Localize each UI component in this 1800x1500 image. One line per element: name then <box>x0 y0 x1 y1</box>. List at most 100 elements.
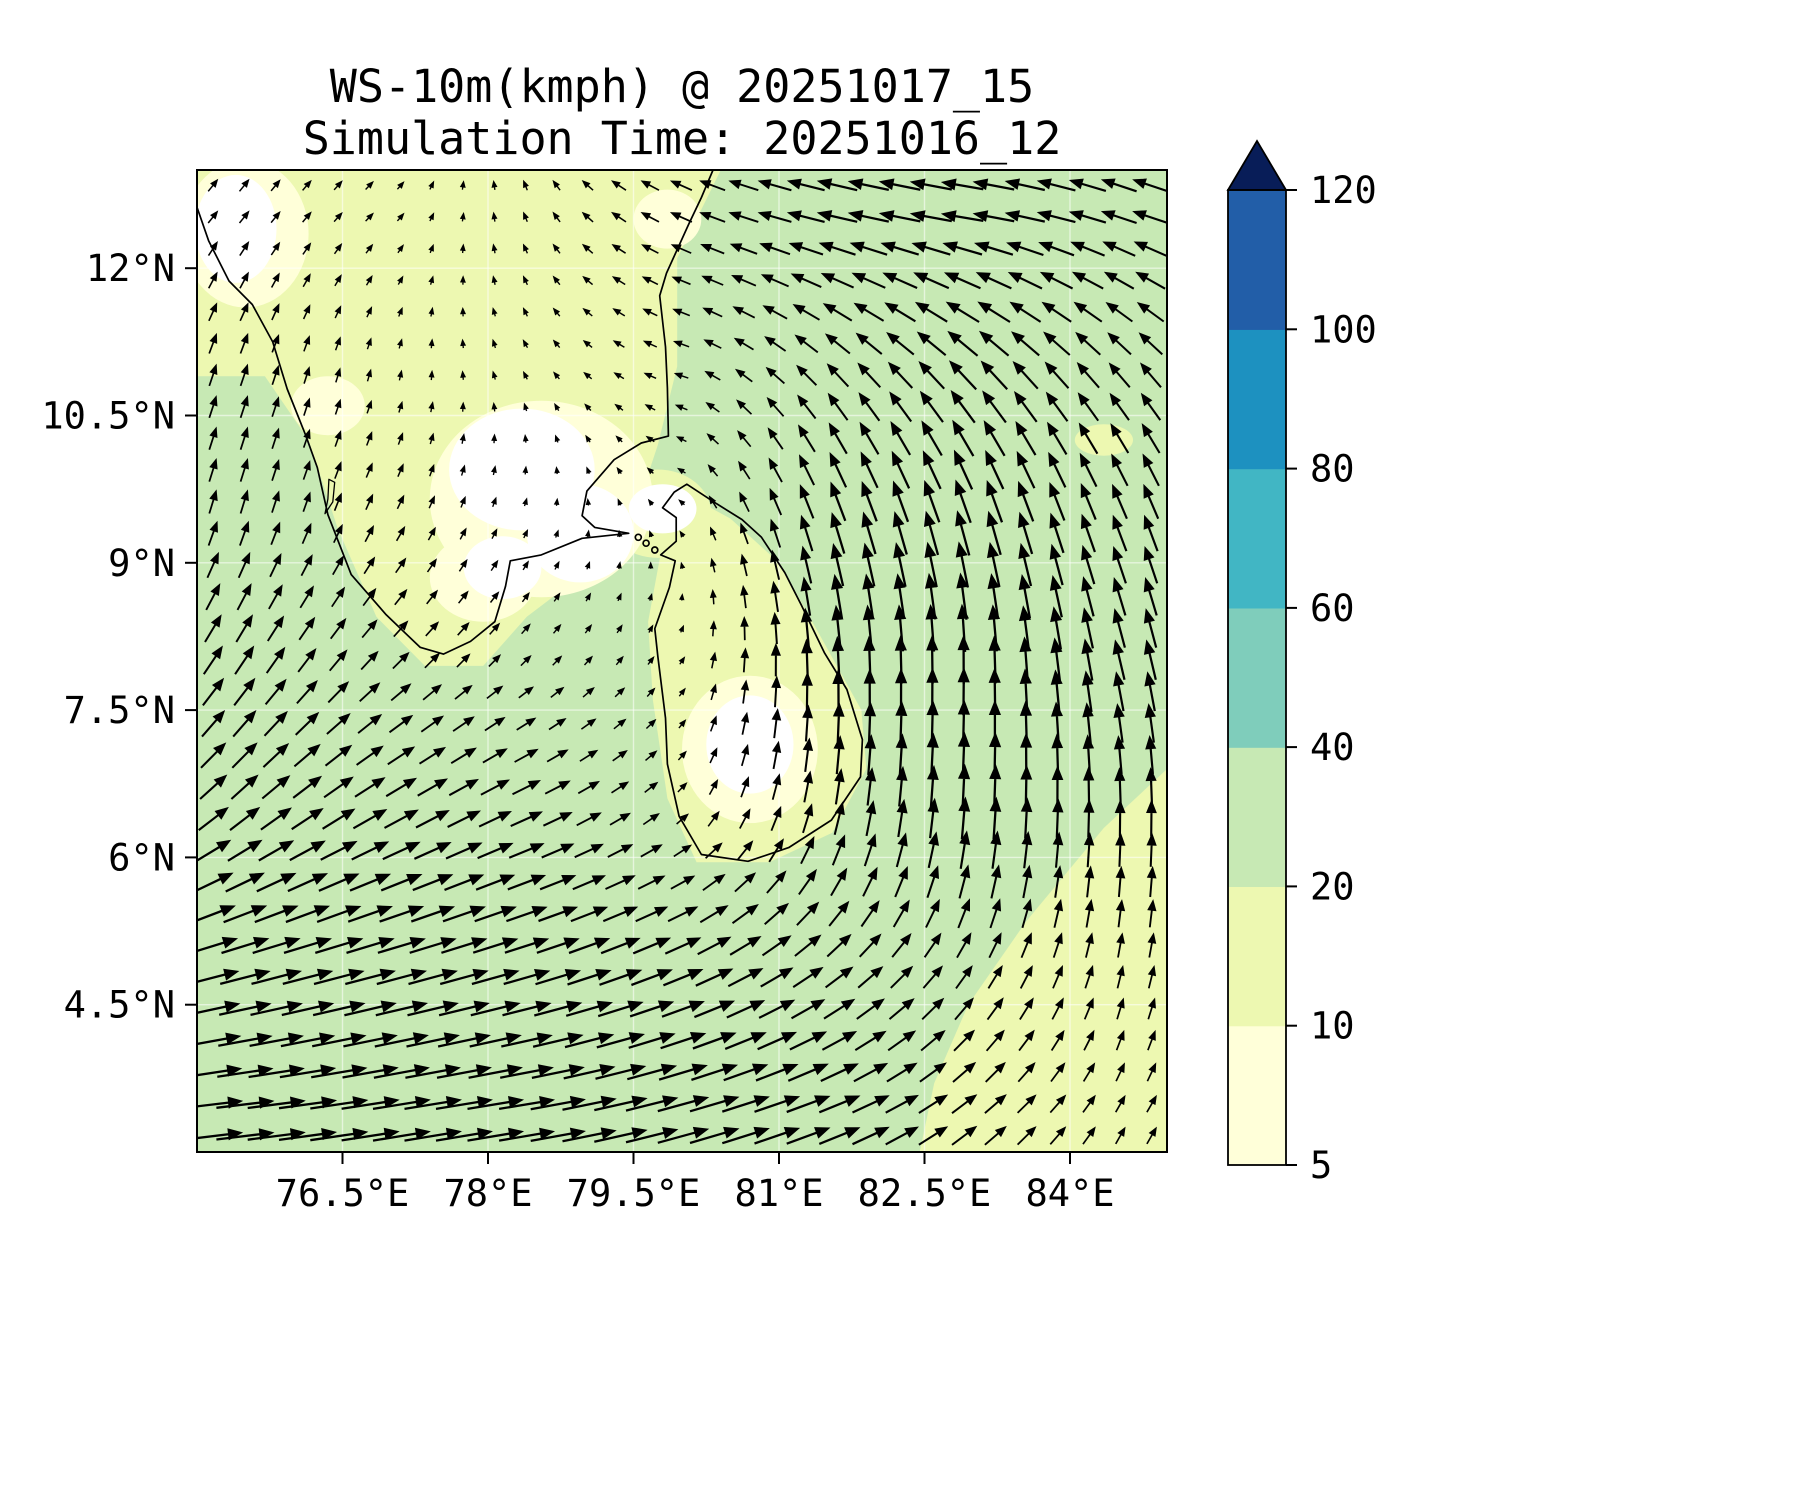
wind-arrow <box>357 713 383 734</box>
wind-arrow <box>640 212 660 223</box>
wind-arrow <box>924 572 938 620</box>
wind-arrow <box>699 905 729 924</box>
wind-arrow <box>612 749 628 762</box>
wind-arrow <box>197 905 236 922</box>
wind-arrow <box>801 671 813 711</box>
wind-arrow <box>1015 420 1037 456</box>
wind-arrow <box>522 370 529 380</box>
wind-arrow <box>770 549 781 580</box>
wind-arrow <box>1084 865 1095 898</box>
wind-arrow <box>1116 964 1125 989</box>
coastline-lake <box>324 478 336 515</box>
wind-arrow <box>611 781 630 794</box>
wind-arrow <box>459 433 466 444</box>
wind-arrow <box>699 211 726 223</box>
wind-arrow <box>790 273 822 289</box>
wind-arrow <box>679 561 686 569</box>
wind-arrow <box>851 272 886 289</box>
wind-arrow <box>707 464 719 477</box>
wind-arrow <box>586 466 592 475</box>
coastline-islet <box>634 533 643 542</box>
wind-arrow <box>831 573 844 619</box>
wind-arrow <box>365 243 374 254</box>
wind-arrow <box>821 1030 858 1051</box>
wind-arrow <box>770 611 781 645</box>
wind-arrow <box>892 899 910 928</box>
wind-arrow <box>818 1127 861 1145</box>
wind-arrow <box>585 434 592 443</box>
wind-arrow <box>379 905 425 923</box>
wind-arrow <box>197 936 239 953</box>
wind-arrow <box>689 1095 740 1113</box>
wind-arrow <box>703 339 722 349</box>
wind-arrow <box>1132 178 1167 193</box>
wind-arrow <box>760 967 794 988</box>
wind-arrow <box>283 937 332 955</box>
coastline-islet <box>642 539 650 548</box>
wind-arrow <box>523 179 529 191</box>
wind-arrow <box>264 678 287 706</box>
wind-arrow <box>581 243 594 254</box>
wind-arrow <box>553 592 561 602</box>
wind-arrow <box>279 1064 337 1079</box>
wind-arrow <box>365 306 373 318</box>
wind-arrow <box>1050 1062 1066 1083</box>
wind-arrow <box>542 811 573 827</box>
wind-arrow <box>475 874 516 891</box>
wind-arrow <box>816 210 858 223</box>
wind-arrow <box>861 542 876 587</box>
wind-arrow <box>365 275 373 286</box>
wind-arrow <box>959 830 971 869</box>
wind-arrow <box>1051 765 1064 807</box>
wind-arrow <box>952 1061 977 1083</box>
wind-arrow <box>310 1096 369 1110</box>
wind-arrow <box>239 458 249 482</box>
wind-arrow <box>613 372 625 380</box>
wind-arrow <box>408 968 458 986</box>
wind-arrow <box>786 1095 831 1114</box>
wind-arrow <box>343 1032 398 1048</box>
wind-arrow <box>671 276 691 286</box>
wind-arrow <box>923 510 940 556</box>
wind-arrow <box>219 968 271 986</box>
figure-title: WS-10m(kmph) @ 20251017_15 <box>329 60 1035 113</box>
wind-arrow <box>660 1032 707 1050</box>
wind-arrow <box>236 583 252 611</box>
wind-arrow <box>1018 574 1032 619</box>
wind-arrow <box>1114 799 1126 837</box>
wind-arrow <box>803 770 814 803</box>
wind-arrow <box>477 842 514 860</box>
wind-arrow <box>344 1000 397 1017</box>
wind-arrow <box>299 585 314 609</box>
wind-arrow <box>502 1000 552 1017</box>
wind-arrow <box>418 746 447 765</box>
wind-arrow <box>740 584 749 609</box>
wind-arrow <box>769 518 782 548</box>
wind-arrow <box>990 864 1002 899</box>
fill-patch-westcoast-calm <box>291 376 365 436</box>
wind-arrow <box>956 572 969 620</box>
wind-arrow <box>861 481 878 522</box>
wind-arrow <box>238 178 250 192</box>
wind-arrow <box>865 800 877 837</box>
wind-arrow <box>251 968 303 986</box>
wind-arrow <box>1102 241 1136 257</box>
fill-patch-tamilnadu-calm-2 <box>526 484 634 583</box>
wind-arrow <box>552 623 562 634</box>
wind-arrow <box>580 718 597 730</box>
wind-arrow <box>302 211 312 223</box>
wind-arrow <box>207 271 218 289</box>
wind-arrow <box>600 937 641 955</box>
wind-arrow <box>1081 576 1095 617</box>
wind-arrow <box>583 371 593 380</box>
wind-arrow <box>271 490 280 513</box>
wind-arrow <box>1112 639 1126 680</box>
wind-arrow <box>202 645 223 675</box>
wind-arrow <box>919 390 944 423</box>
wind-arrow <box>670 875 696 890</box>
wind-arrow <box>239 241 250 257</box>
wind-arrow <box>334 430 342 447</box>
wind-arrow <box>833 801 845 836</box>
wind-arrow <box>1009 301 1042 323</box>
